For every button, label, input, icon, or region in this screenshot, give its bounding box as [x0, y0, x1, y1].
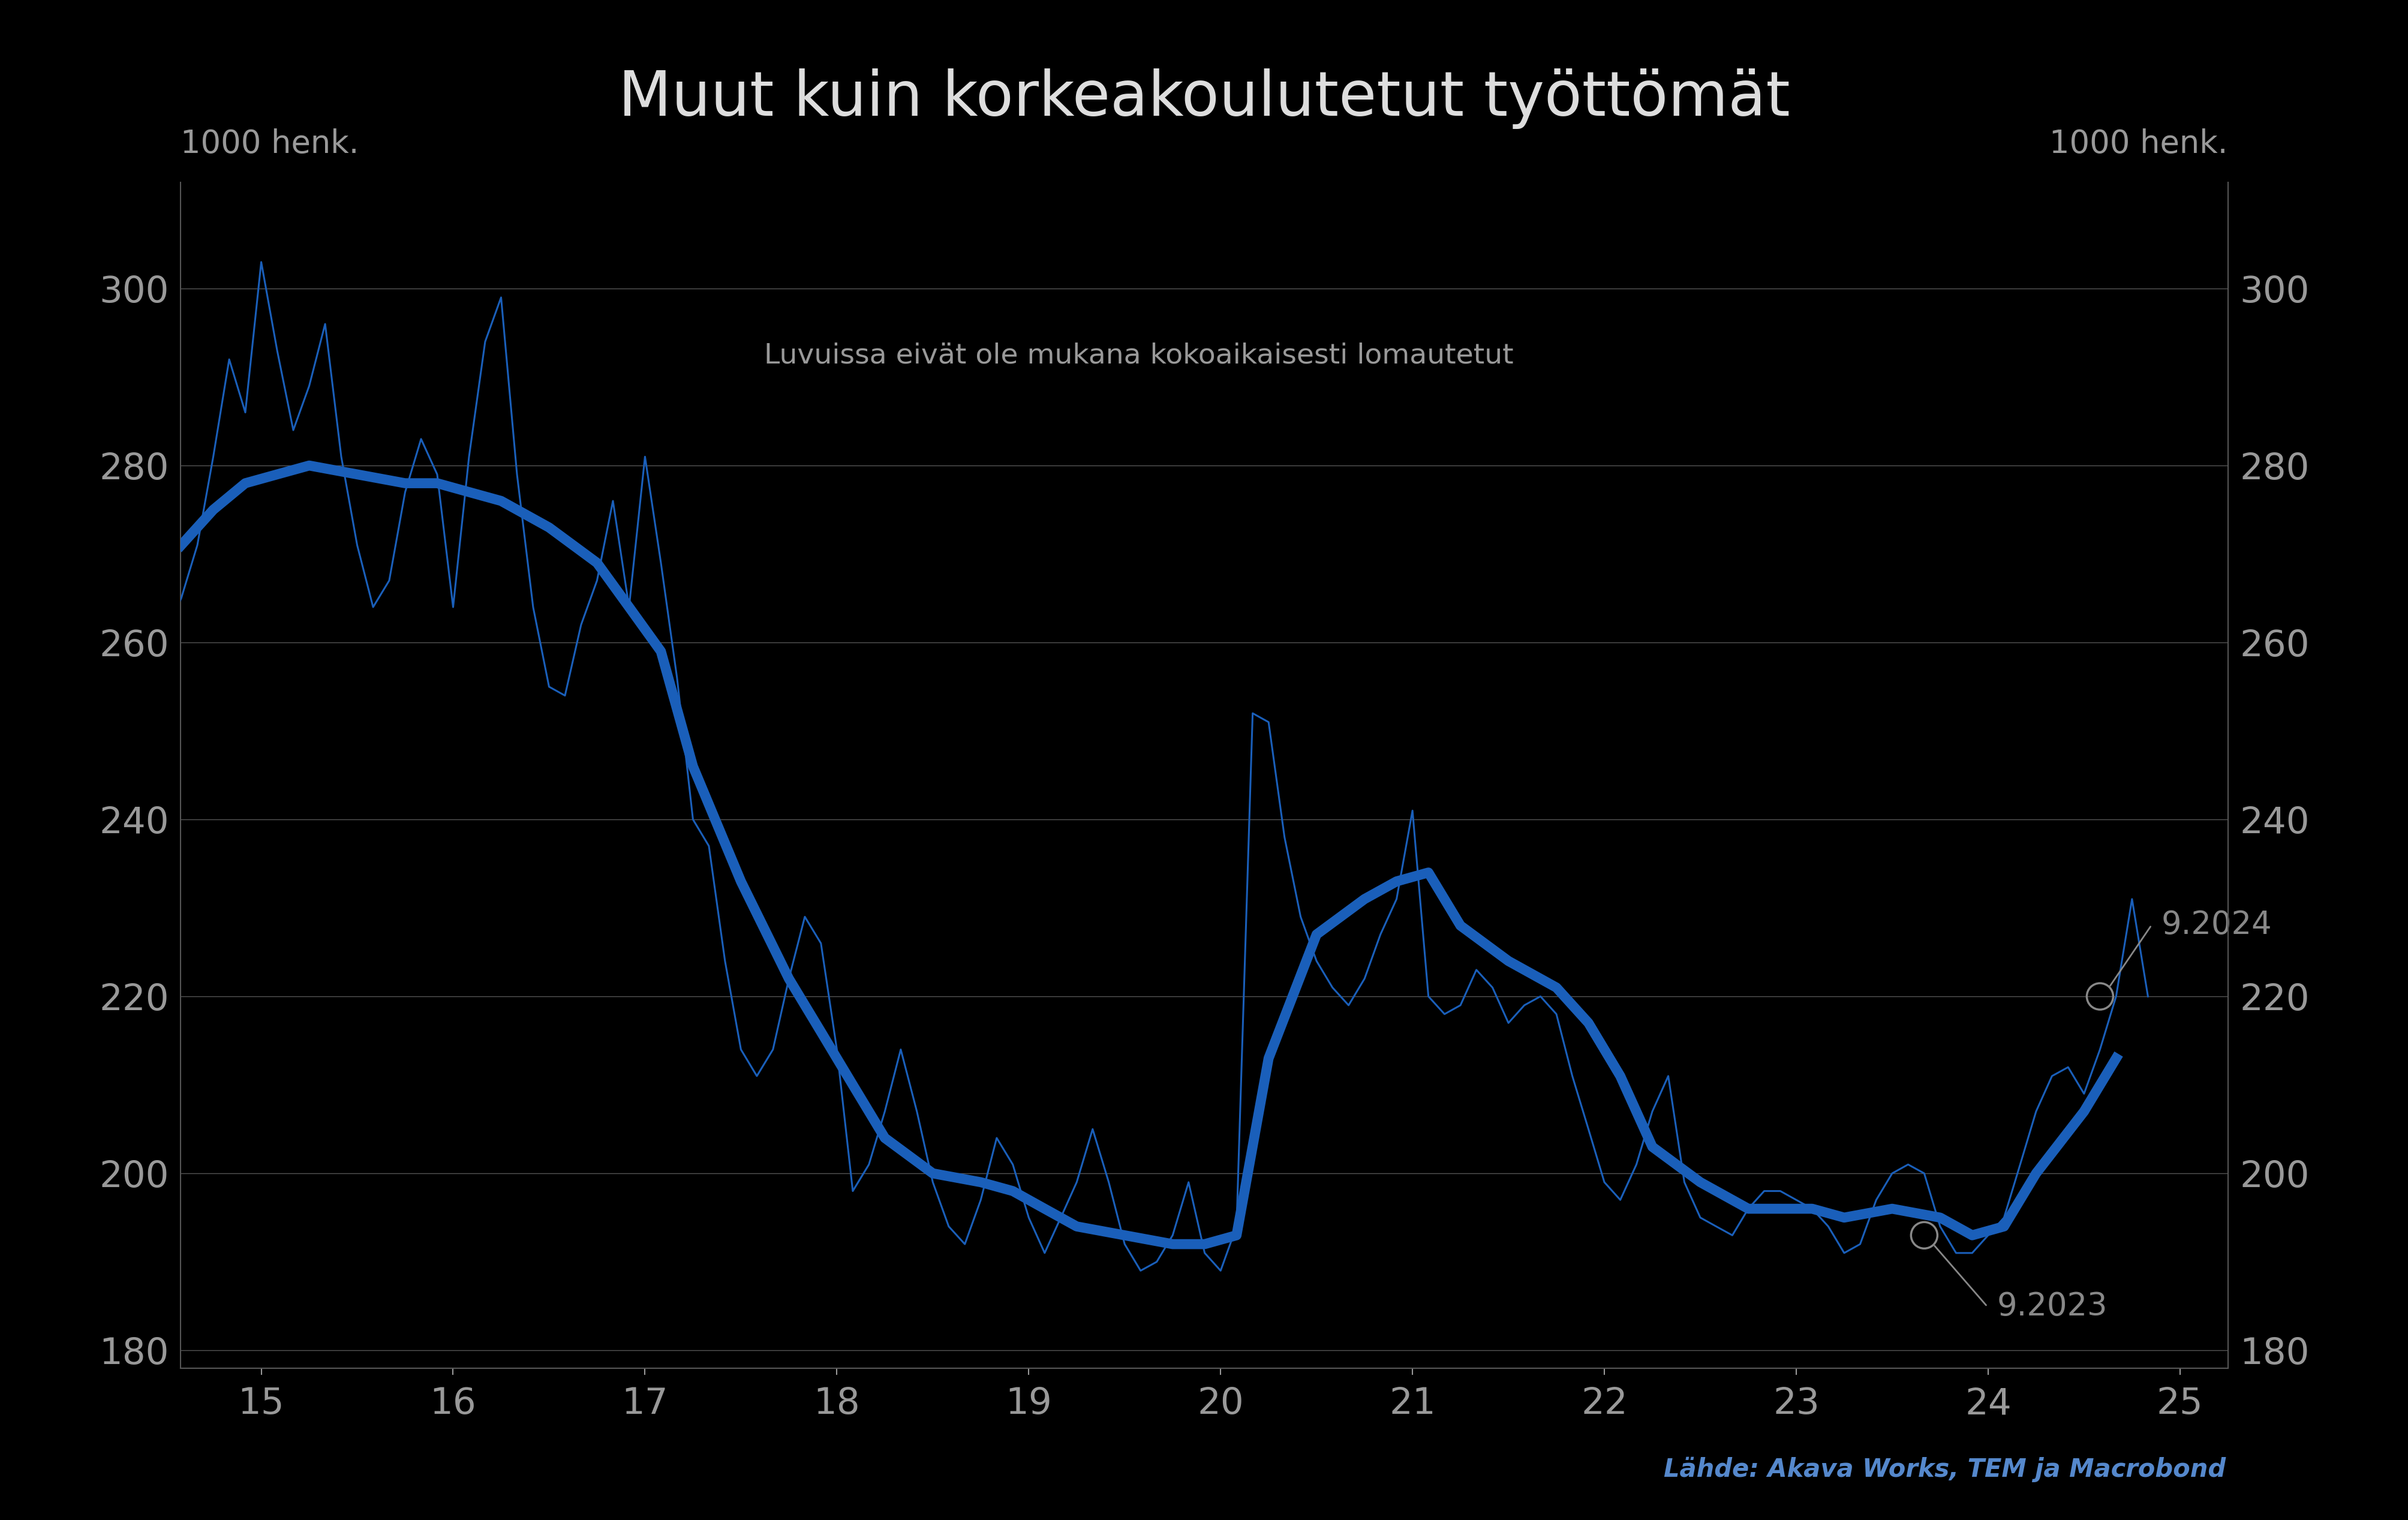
- Text: 1000 henk.: 1000 henk.: [181, 128, 359, 160]
- Text: 9.2023: 9.2023: [1996, 1290, 2107, 1322]
- Text: Lähde: Akava Works, TEM ja Macrobond: Lähde: Akava Works, TEM ja Macrobond: [1664, 1456, 2225, 1482]
- Text: Muut kuin korkeakoulutetut työttömät: Muut kuin korkeakoulutetut työttömät: [619, 68, 1789, 129]
- Text: 1000 henk.: 1000 henk.: [2049, 128, 2227, 160]
- Text: 9.2024: 9.2024: [2160, 909, 2271, 941]
- Text: Luvuissa eivät ole mukana kokoaikaisesti lomautetut: Luvuissa eivät ole mukana kokoaikaisesti…: [763, 342, 1512, 369]
